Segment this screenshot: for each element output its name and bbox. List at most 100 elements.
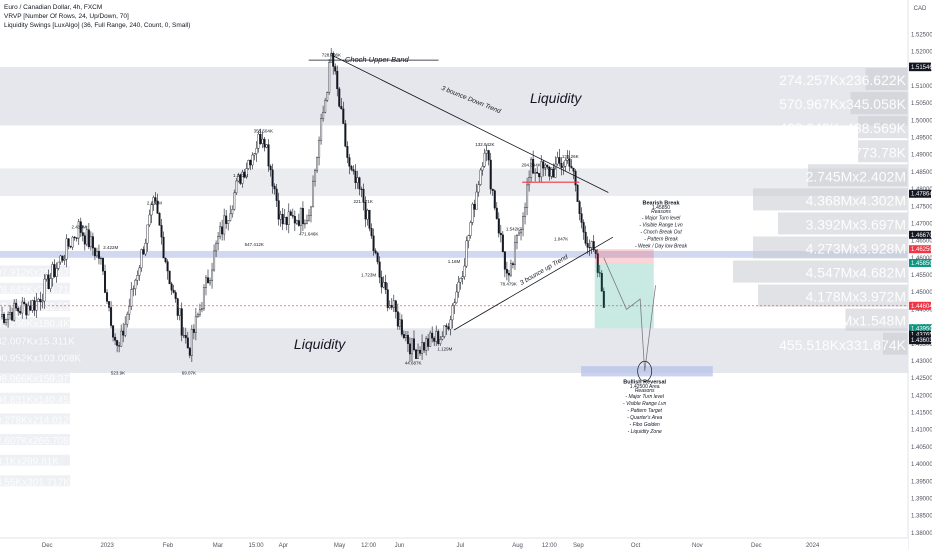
candle-body: [172, 289, 175, 293]
candle-body: [229, 213, 232, 221]
candle-body: [134, 279, 137, 289]
candle-body: [338, 88, 341, 107]
candle-body: [544, 164, 547, 169]
candle-body: [556, 157, 559, 165]
volume-profile-label: 4.273Mx3.928M: [806, 241, 906, 257]
candle-body: [233, 192, 236, 210]
candle-body: [235, 180, 238, 194]
candle-body: [372, 235, 375, 252]
y-tick-label: 1.49000: [911, 153, 932, 159]
left-profile-bar: [0, 475, 70, 487]
candle-body: [57, 261, 60, 269]
time-axis: Dec 2023 Feb Mar 15:00 Apr May 12:00 Jun Jul Aug 12…: [0, 537, 908, 550]
y-tick-label: 1.42000: [911, 393, 932, 399]
candle-body: [588, 247, 591, 249]
y-tick-label: 1.45000: [911, 290, 932, 296]
price-tag: [909, 336, 931, 345]
candle-body: [532, 158, 535, 174]
stop-loss-zone: [594, 249, 654, 263]
swing-volume-label: 2.422M: [103, 245, 118, 250]
candle-body: [97, 251, 100, 259]
volume-profile-bar: [865, 68, 908, 91]
price-tag-label: 1.45850: [911, 261, 932, 267]
candle-body: [101, 258, 104, 272]
legend-symbol[interactable]: Euro / Canadian Dollar, 4h, FXCM: [4, 4, 103, 11]
candle-body: [499, 232, 502, 236]
price-tag: [909, 301, 931, 310]
volume-profile-bar: [883, 332, 908, 355]
candle-body: [384, 282, 387, 290]
x-tick-label: Jun: [395, 543, 405, 549]
price-tag-label: 1.44604: [911, 304, 932, 310]
candle-body: [566, 158, 569, 161]
candle-body: [47, 274, 50, 289]
candle-body: [71, 236, 74, 248]
candle-body: [217, 236, 220, 244]
candle-body: [156, 200, 159, 214]
volume-profile-label: 570.967Kx345.058K: [779, 96, 907, 112]
candle-body: [443, 325, 446, 337]
candle-body: [586, 243, 589, 248]
left-profile-label: 87.298Kx180.4K: [0, 319, 70, 330]
y-tick-label: 1.47500: [911, 204, 932, 210]
candle-body: [17, 308, 20, 312]
candle-body: [51, 264, 54, 279]
candle-body: [126, 313, 129, 325]
candle-body: [513, 242, 516, 265]
candle-body: [374, 250, 377, 254]
candle-body: [449, 319, 452, 330]
candle-body: [112, 325, 115, 338]
candle-body: [326, 92, 329, 101]
legend-liquidity-swings[interactable]: Liquidity Swings [LuxAlgo] (36, Full Ran…: [4, 22, 191, 29]
candle-body: [99, 258, 102, 260]
candle-body: [346, 146, 349, 158]
legend-vrvp[interactable]: VRVP [Number Of Rows, 24, Up/Down, 70]: [4, 13, 129, 20]
y-tick-label: 1.52000: [911, 50, 932, 56]
candle-body: [263, 138, 266, 148]
candle-body: [540, 161, 543, 178]
candle-body: [279, 213, 282, 220]
volume-profile-bar: [808, 164, 908, 187]
candle-body: [299, 208, 302, 226]
candle-body: [219, 226, 222, 237]
left-profile-bar: [0, 351, 70, 363]
y-tick-label: 1.38500: [911, 514, 932, 520]
candle-body: [114, 336, 117, 341]
candle-body: [21, 301, 24, 314]
take-profit-zone: [594, 262, 654, 329]
y-tick-label: 1.39500: [911, 479, 932, 485]
candle-body: [312, 180, 315, 208]
y-tick-label: 1.40000: [911, 462, 932, 468]
swing-volume-label: 1.323M: [233, 173, 248, 178]
candle-body: [469, 222, 472, 236]
bullish-reason-item: - Quarter's Area: [627, 415, 662, 421]
candle-body: [318, 139, 321, 158]
candle-body: [170, 283, 173, 291]
volume-profile-label: 1.831Mx1.548M: [806, 313, 906, 329]
candle-body: [176, 298, 179, 316]
candle-body: [396, 311, 399, 327]
candle-body: [138, 267, 141, 276]
candle-body: [316, 157, 319, 171]
candle-body: [501, 234, 504, 253]
candle-body: [200, 308, 203, 310]
bullish-reversal-level: 1.42500 Area: [630, 384, 660, 390]
volume-profile-label: 2.745Mx2.402M: [806, 168, 906, 184]
volume-profile-bar: [753, 188, 908, 211]
candle-body: [303, 223, 306, 225]
candle-body: [33, 300, 36, 311]
liquidity-top-label: Liquidity: [530, 90, 582, 106]
swing-volume-label: 44.687K: [405, 360, 422, 365]
candle-body: [509, 263, 512, 276]
candle-body: [477, 184, 480, 193]
candle-body: [570, 166, 573, 169]
y-tick-label: 1.42500: [911, 376, 932, 382]
left-profile-bar: [0, 317, 70, 329]
swing-volume-label: 78.479K: [500, 281, 517, 286]
swing-volume-label: 221.171K: [354, 199, 373, 204]
bullish-reason-item: - Pattern Target: [627, 408, 662, 414]
candle-body: [49, 278, 52, 289]
candle-body: [158, 213, 161, 226]
candle-body: [166, 261, 169, 272]
